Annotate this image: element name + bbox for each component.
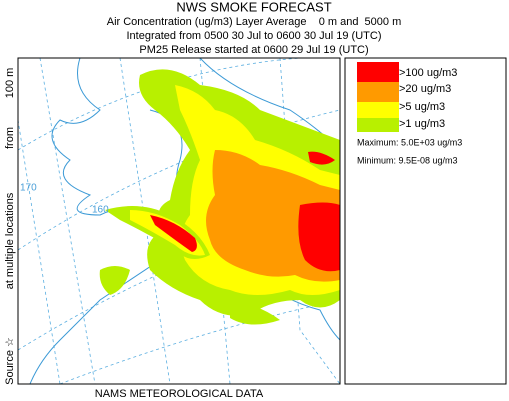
legend-swatch xyxy=(357,82,399,102)
side-label-part: Source ☆ xyxy=(4,337,16,385)
map-frame xyxy=(17,57,341,385)
plume-7 xyxy=(150,215,197,252)
legend-swatch xyxy=(357,118,399,132)
side-label-part: from xyxy=(4,127,16,149)
subtitle: PM25 Release started at 0600 29 Jul 19 (… xyxy=(139,44,368,56)
legend-frame xyxy=(344,57,507,385)
maximum: Maximum: 5.0E+03 ug/m3 xyxy=(357,137,462,147)
legend-swatch xyxy=(357,62,399,82)
title: NWS SMOKE FORECAST xyxy=(176,0,331,14)
legend-entry: >5 ug/m3 xyxy=(399,101,445,113)
longitude-label: 170 xyxy=(20,183,37,194)
legend-entry: >20 ug/m3 xyxy=(399,83,451,95)
side-label-part: 100 m xyxy=(4,68,16,99)
subtitle: Air Concentration (ug/m3) Layer Average … xyxy=(107,16,402,28)
legend-entry: >1 ug/m3 xyxy=(399,118,445,130)
side-label: Source ☆ at multiple locations from 100 … xyxy=(4,68,16,385)
footer: NAMS METEOROLOGICAL DATA xyxy=(95,388,264,400)
plume-4 xyxy=(298,151,340,272)
side-label-part: at multiple locations xyxy=(4,192,16,289)
subtitle: Integrated from 0500 30 Jul to 0600 30 J… xyxy=(127,30,382,42)
plume-5 xyxy=(99,206,280,325)
legend-swatch xyxy=(357,102,399,118)
map: 170 160 xyxy=(17,57,341,385)
longitude-label: 160 xyxy=(92,205,109,216)
legend: >100 ug/m3 >20 ug/m3 >5 ug/m3 >1 ug/m3 M… xyxy=(344,57,507,385)
minimum: Minimum: 9.5E-08 ug/m3 xyxy=(357,155,458,165)
legend-entry: >100 ug/m3 xyxy=(399,67,457,79)
